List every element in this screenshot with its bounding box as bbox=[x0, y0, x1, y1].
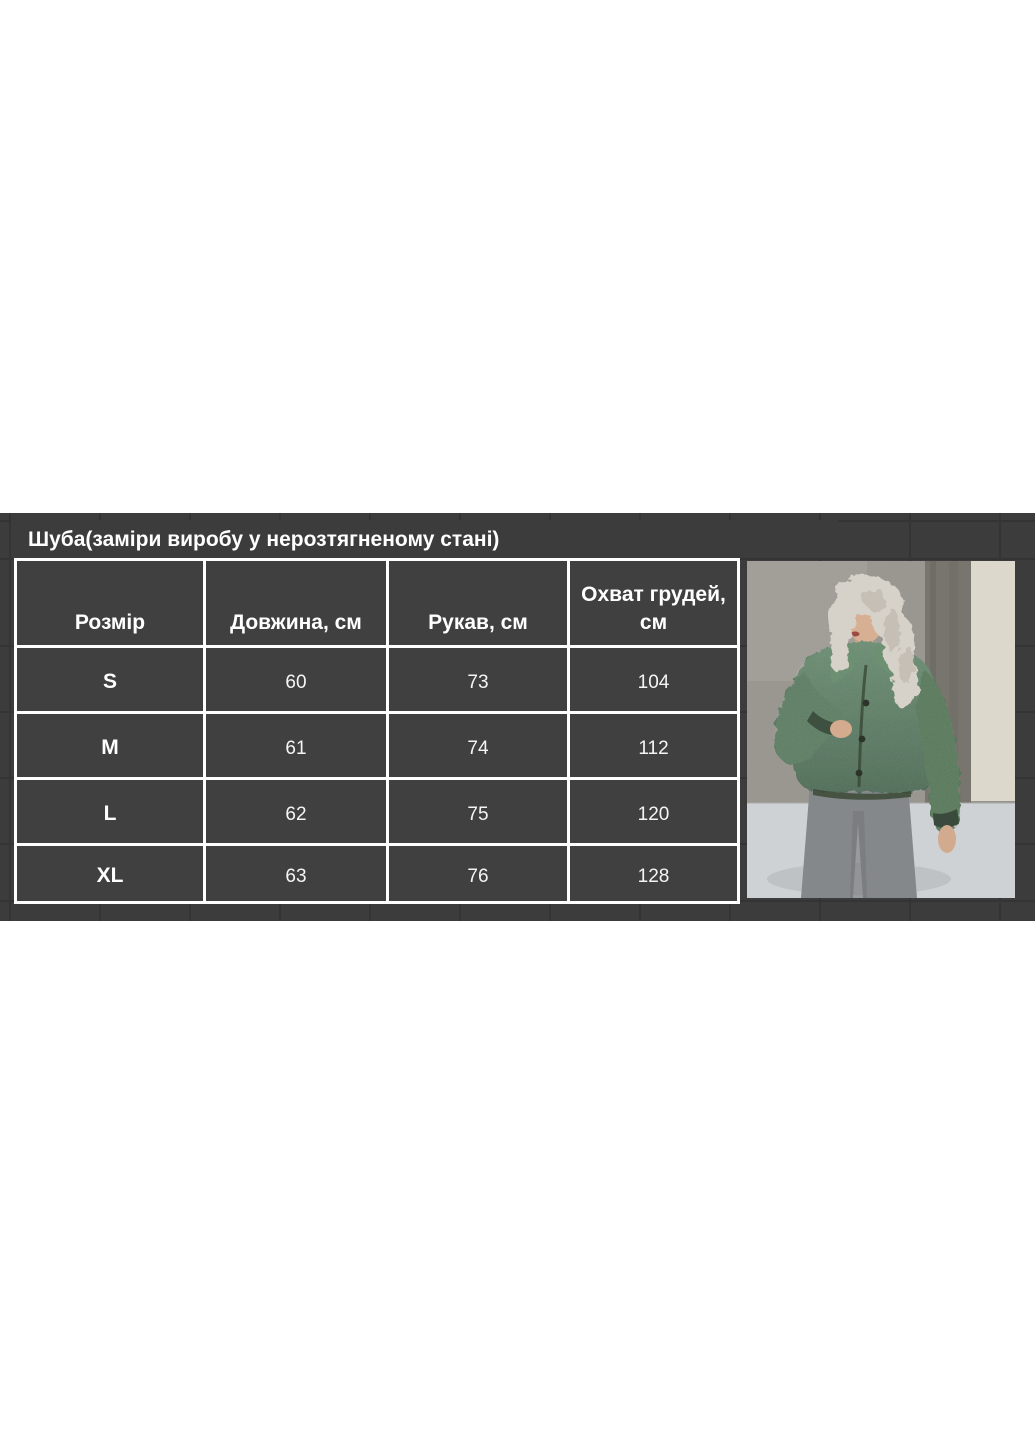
chest-cell: 112 bbox=[567, 711, 740, 780]
column-header-length: Довжина, см bbox=[203, 558, 389, 648]
sleeve-cell: 76 bbox=[386, 843, 570, 904]
size-chart-table: Розмір Довжина, см Рукав, см Охват груде… bbox=[14, 558, 740, 904]
table-row: L 62 75 120 bbox=[14, 777, 740, 846]
length-cell: 61 bbox=[203, 711, 389, 780]
column-header-sleeve: Рукав, см bbox=[386, 558, 570, 648]
green-teddy-jacket bbox=[767, 631, 977, 841]
size-cell: XL bbox=[14, 843, 206, 904]
chest-cell: 104 bbox=[567, 645, 740, 714]
size-cell: M bbox=[14, 711, 206, 780]
chest-cell: 120 bbox=[567, 777, 740, 846]
chest-cell: 128 bbox=[567, 843, 740, 904]
column-header-chest: Охват грудей, см bbox=[567, 558, 740, 648]
column-header-size: Розмір bbox=[14, 558, 206, 648]
hand bbox=[830, 720, 852, 738]
hand bbox=[938, 825, 956, 853]
size-cell: L bbox=[14, 777, 206, 846]
size-cell: S bbox=[14, 645, 206, 714]
button bbox=[858, 735, 866, 743]
table-row: M 61 74 112 bbox=[14, 711, 740, 780]
model bbox=[767, 575, 977, 898]
button bbox=[862, 699, 870, 707]
length-cell: 60 bbox=[203, 645, 389, 714]
sleeve-cell: 73 bbox=[386, 645, 570, 714]
length-cell: 62 bbox=[203, 777, 389, 846]
product-photo bbox=[747, 561, 1015, 898]
table-row: XL 63 76 128 bbox=[14, 843, 740, 904]
sleeve-cell: 74 bbox=[386, 711, 570, 780]
size-chart-title: Шуба(заміри виробу у нерозтягненому стан… bbox=[11, 520, 838, 558]
spreadsheet-grid-band: Шуба(заміри виробу у нерозтягненому стан… bbox=[0, 513, 1035, 921]
button bbox=[855, 769, 863, 777]
table-row: S 60 73 104 bbox=[14, 645, 740, 714]
sleeve-cell: 75 bbox=[386, 777, 570, 846]
table-header-row: Розмір Довжина, см Рукав, см Охват груде… bbox=[14, 558, 740, 648]
length-cell: 63 bbox=[203, 843, 389, 904]
